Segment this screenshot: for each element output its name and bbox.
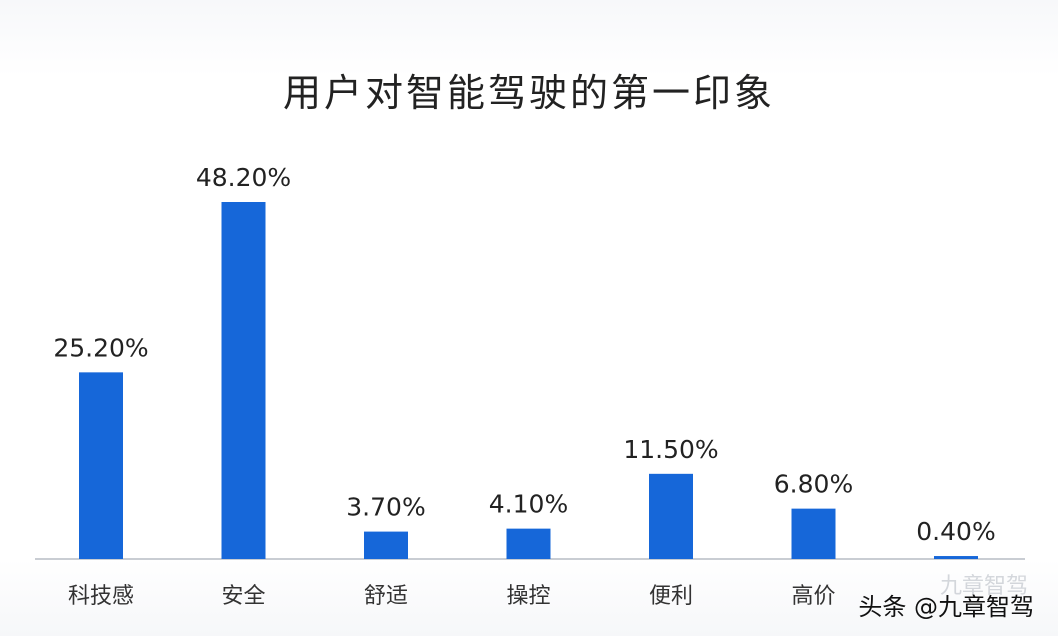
x-tick-label-3: 操控 [506,584,550,609]
watermark-text: 头条 @九章智驾 [858,593,1034,621]
data-label-4: 11.50% [623,435,718,464]
watermark-ghost-text: 九章智驾 [939,574,1028,599]
data-label-0: 25.20% [53,333,148,362]
bar-1 [221,202,266,559]
bar-5 [791,508,836,559]
x-tick-label-4: 便利 [649,584,693,609]
data-label-3: 4.10% [489,490,568,519]
bar-6 [934,556,978,559]
x-tick-label-2: 舒适 [364,584,408,609]
x-tick-label-0: 科技感 [68,584,134,609]
bar-4 [649,473,693,559]
data-label-6: 0.40% [916,517,995,546]
bar-0 [79,372,123,559]
chart-title: 用户对智能驾驶的第一印象 [282,71,775,115]
data-label-1: 48.20% [196,163,291,192]
x-tick-label-5: 高价 [791,584,835,609]
data-label-2: 3.70% [346,493,425,522]
bar-3 [506,528,551,559]
x-tick-label-1: 安全 [221,584,265,609]
bar-2 [364,531,408,559]
data-label-5: 6.80% [774,470,853,499]
watermark: 头条 @九章智驾 [858,587,1034,622]
